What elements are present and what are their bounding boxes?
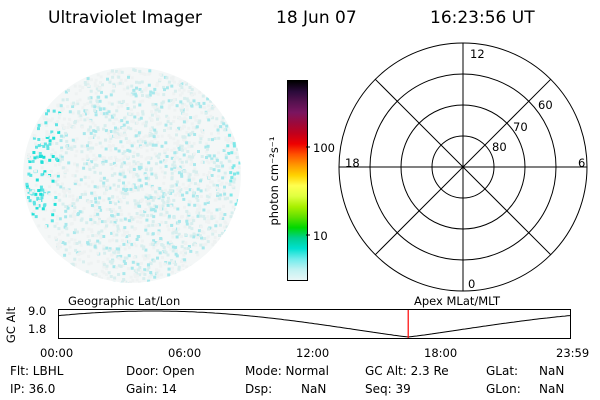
time-tick-0: 00:00: [40, 346, 74, 360]
info-gain: Gain: 14: [126, 382, 177, 396]
timeline-frame: [58, 309, 571, 339]
timeline-ytick-bottom: 1.8: [28, 322, 47, 336]
colorbar-tick-10: 10: [313, 229, 328, 243]
time-tick-1: 06:00: [168, 346, 202, 360]
colorbar: [287, 80, 308, 281]
mlt-label-12: 12: [470, 47, 485, 61]
info-flt: Flt: LBHL: [10, 364, 64, 378]
polar-plot: [338, 42, 588, 292]
timeline-ylabel: GC Alt: [4, 306, 18, 344]
info-glat-label: GLat:: [486, 364, 519, 378]
lat-label-80: 80: [492, 140, 507, 154]
date-label: 18 Jun 07: [276, 8, 357, 28]
time-tick-2: 12:00: [296, 346, 330, 360]
mlt-label-18: 18: [345, 156, 360, 170]
info-glon-value: NaN: [539, 382, 565, 396]
orbit-altitude-curve: [58, 310, 571, 338]
time-tick-4: 23:59: [556, 346, 590, 360]
info-dsp-value: NaN: [301, 382, 327, 396]
colorbar-tick-100: 100: [313, 141, 335, 155]
colorbar-label: photon cm⁻²s⁻¹: [267, 136, 281, 226]
timeline-right-label: Apex MLat/MLT: [414, 294, 501, 308]
timeline-ytick-top: 9.0: [28, 304, 47, 318]
info-glon-label: GLon:: [486, 382, 521, 396]
colorbar-ticks: [306, 146, 310, 236]
info-door: Door: Open: [126, 364, 195, 378]
time-tick-3: 18:00: [424, 346, 458, 360]
polar-diagonal-2: [374, 78, 552, 256]
info-glat-value: NaN: [539, 364, 565, 378]
timeline-plot: [58, 309, 571, 339]
info-ip: IP: 36.0: [10, 382, 56, 396]
info-gcalt: GC Alt: 2.3 Re: [365, 364, 449, 378]
info-mode: Mode: Normal: [245, 364, 329, 378]
mlt-label-0: 0: [468, 277, 476, 291]
page-title: Ultraviolet Imager: [48, 8, 202, 28]
lat-label-60: 60: [538, 98, 553, 112]
timeline-left-label: Geographic Lat/Lon: [68, 294, 181, 308]
info-seq: Seq: 39: [365, 382, 411, 396]
uv-image-disk: [23, 67, 241, 283]
mlt-label-6: 6: [578, 156, 586, 170]
lat-label-70: 70: [513, 120, 528, 134]
info-dsp-label: Dsp:: [245, 382, 273, 396]
time-label: 16:23:56 UT: [430, 8, 535, 28]
